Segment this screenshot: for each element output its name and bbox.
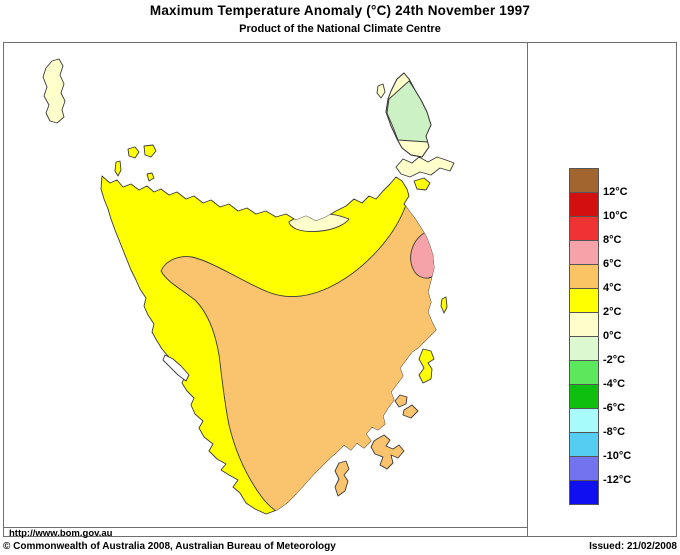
legend-label-neg2: -2°C [603, 354, 626, 366]
flinders-island-outline [385, 72, 432, 158]
robbins-island [146, 172, 155, 182]
legend-label-neg6: -6°C [603, 402, 626, 414]
nw-islet [114, 160, 122, 177]
legend-swatch-neg4-neg2 [569, 360, 599, 385]
legend-swatch-8-10 [569, 216, 599, 241]
bruny-island [334, 460, 350, 497]
legend-label-neg8: -8°C [603, 426, 626, 438]
macquarie-harbour-inlet [162, 354, 190, 382]
legend-label-neg4: -4°C [603, 378, 626, 390]
se-islet-2 [402, 404, 419, 419]
king-island [42, 58, 66, 124]
three-hummock-island [143, 144, 157, 158]
legend-label-8: 8°C [603, 234, 622, 246]
legend-label-neg12: -12°C [603, 474, 632, 486]
legend-label-6: 6°C [603, 258, 622, 270]
copyright-text: © Commonwealth of Australia 2008, Austra… [3, 541, 336, 552]
issued-date: Issued: 21/02/2008 [589, 541, 677, 552]
legend-swatch-above-12 [569, 168, 599, 193]
page-title: Maximum Temperature Anomaly (°C) 24th No… [149, 3, 531, 18]
flinders-west-islet [376, 83, 386, 99]
bom-url: http://www.bom.gov.au [9, 528, 113, 539]
cape-barren-island [395, 156, 455, 178]
legend-swatch-neg12-neg10 [569, 456, 599, 481]
legend-swatch-neg8-neg6 [569, 408, 599, 433]
hunter-island [127, 146, 140, 159]
url-divider-line [4, 527, 527, 528]
tasman-peninsula-islands [370, 434, 405, 470]
maria-island [418, 348, 435, 384]
legend-label-2: 2°C [603, 306, 622, 318]
clarke-island [413, 177, 431, 191]
legend-label-4: 4°C [603, 282, 622, 294]
legend-label-10: 10°C [603, 210, 628, 222]
legend-swatch-2-4 [569, 288, 599, 313]
legend-swatch-10-12 [569, 192, 599, 217]
legend-swatch-4-6 [569, 264, 599, 289]
legend-swatch-neg6-neg4 [569, 384, 599, 409]
east-coast-islet [440, 296, 448, 314]
se-islet-1 [394, 394, 408, 408]
legend-swatch-neg2-0 [569, 336, 599, 361]
legend-label-12: 12°C [603, 186, 628, 198]
legend-swatch-6-8 [569, 240, 599, 265]
legend-swatch-below-neg12 [569, 480, 599, 505]
legend-label-0: 0°C [603, 330, 622, 342]
legend-swatch-0-2 [569, 312, 599, 337]
legend-separator-line [527, 43, 528, 536]
page-subtitle: Product of the National Climate Centre [239, 23, 441, 35]
legend-label-neg10: -10°C [603, 450, 632, 462]
legend-swatch-neg10-neg8 [569, 432, 599, 457]
